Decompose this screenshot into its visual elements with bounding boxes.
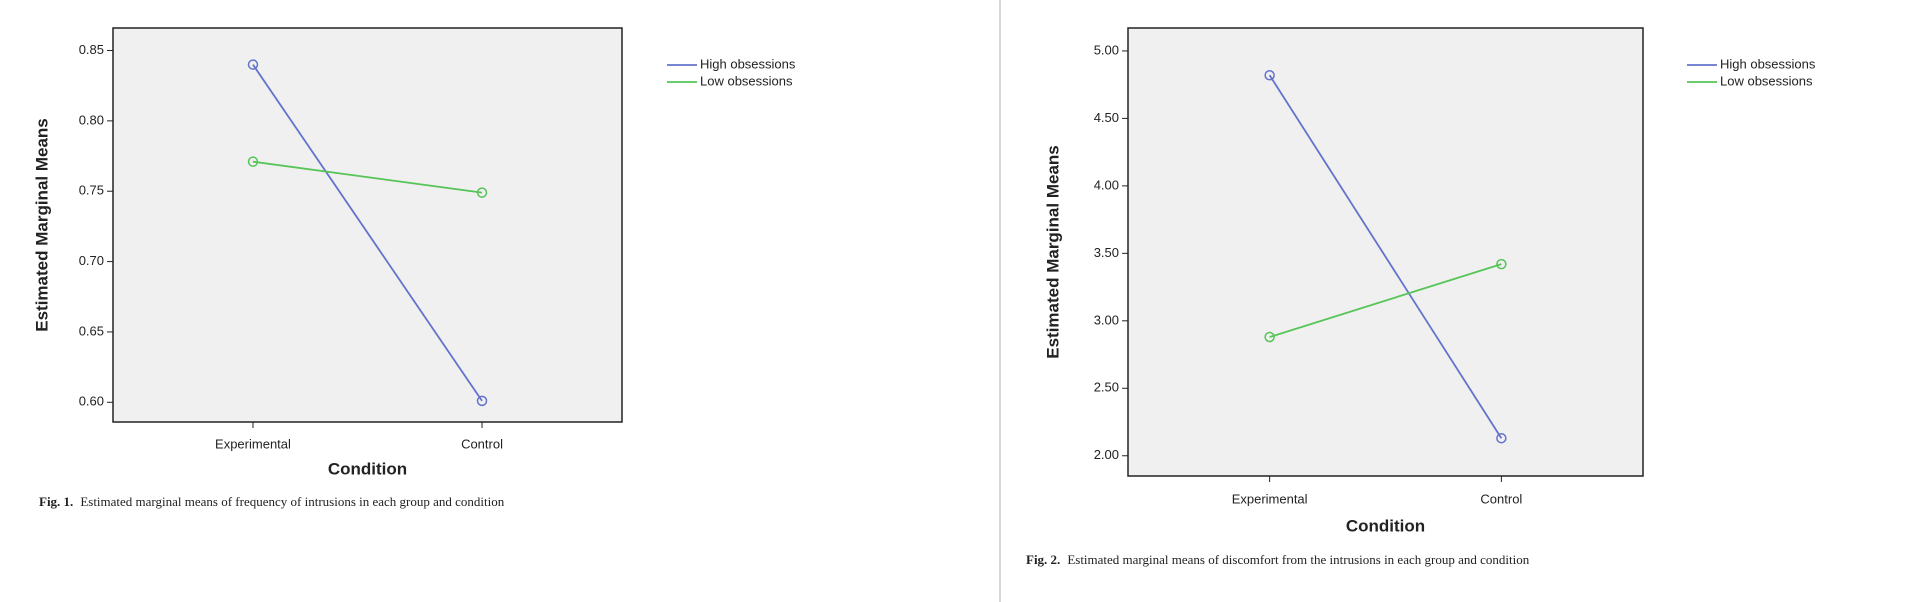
x-axis-label: Condition xyxy=(328,459,407,478)
legend-label: Low obsessions xyxy=(700,73,793,88)
y-tick-label: 0.60 xyxy=(79,394,104,409)
point xyxy=(1496,258,1507,270)
x-axis-label: Condition xyxy=(1346,516,1425,535)
y-tick-label: 0.65 xyxy=(79,323,104,338)
y-tick-label: 4.50 xyxy=(1094,110,1119,125)
caption: Fig. 2. Estimated marginal means of disco… xyxy=(1026,552,1530,567)
plot-area xyxy=(112,27,623,423)
plot-area xyxy=(1127,27,1644,477)
y-tick-label: 4.00 xyxy=(1094,177,1119,192)
series-line xyxy=(252,64,483,402)
series-line xyxy=(1269,263,1502,338)
y-tick-label: 3.50 xyxy=(1094,245,1119,260)
point xyxy=(476,395,488,407)
y-tick-label: 2.00 xyxy=(1094,447,1119,462)
y-tick-label: 3.00 xyxy=(1094,312,1119,327)
y-tick-label: 2.50 xyxy=(1094,380,1119,395)
y-tick-label: 0.75 xyxy=(79,183,104,198)
y-axis-label: Estimated Marginal Means xyxy=(32,118,51,332)
y-tick-label: 0.80 xyxy=(79,112,104,127)
legend-label: Low obsessions xyxy=(1720,73,1813,88)
x-tick-label: Experimental xyxy=(215,436,291,451)
x-tick-label: Control xyxy=(1480,491,1522,506)
caption: Fig. 1. Estimated marginal means of frequ… xyxy=(39,494,505,509)
point xyxy=(1264,331,1275,343)
point xyxy=(247,59,259,70)
series-line xyxy=(252,160,483,194)
series-line xyxy=(1268,74,1503,439)
y-tick-label: 5.00 xyxy=(1094,42,1119,57)
y-tick-label: 0.85 xyxy=(79,42,104,57)
y-axis-label: Estimated Marginal Means xyxy=(1043,145,1062,359)
point xyxy=(247,156,259,167)
legend-label: High obsessions xyxy=(700,56,796,71)
point xyxy=(1496,432,1507,444)
x-tick-label: Experimental xyxy=(1232,491,1308,506)
caption-label: Fig. 2. xyxy=(1026,552,1060,567)
legend-label: High obsessions xyxy=(1720,56,1816,71)
caption-label: Fig. 1. xyxy=(39,494,73,509)
point xyxy=(1264,69,1275,81)
y-tick-label: 0.70 xyxy=(79,253,104,268)
x-tick-label: Control xyxy=(461,436,503,451)
caption-text: Estimated marginal means of discomfort f… xyxy=(1067,552,1529,567)
caption-text: Estimated marginal means of frequency of… xyxy=(80,494,504,509)
point xyxy=(476,187,488,198)
